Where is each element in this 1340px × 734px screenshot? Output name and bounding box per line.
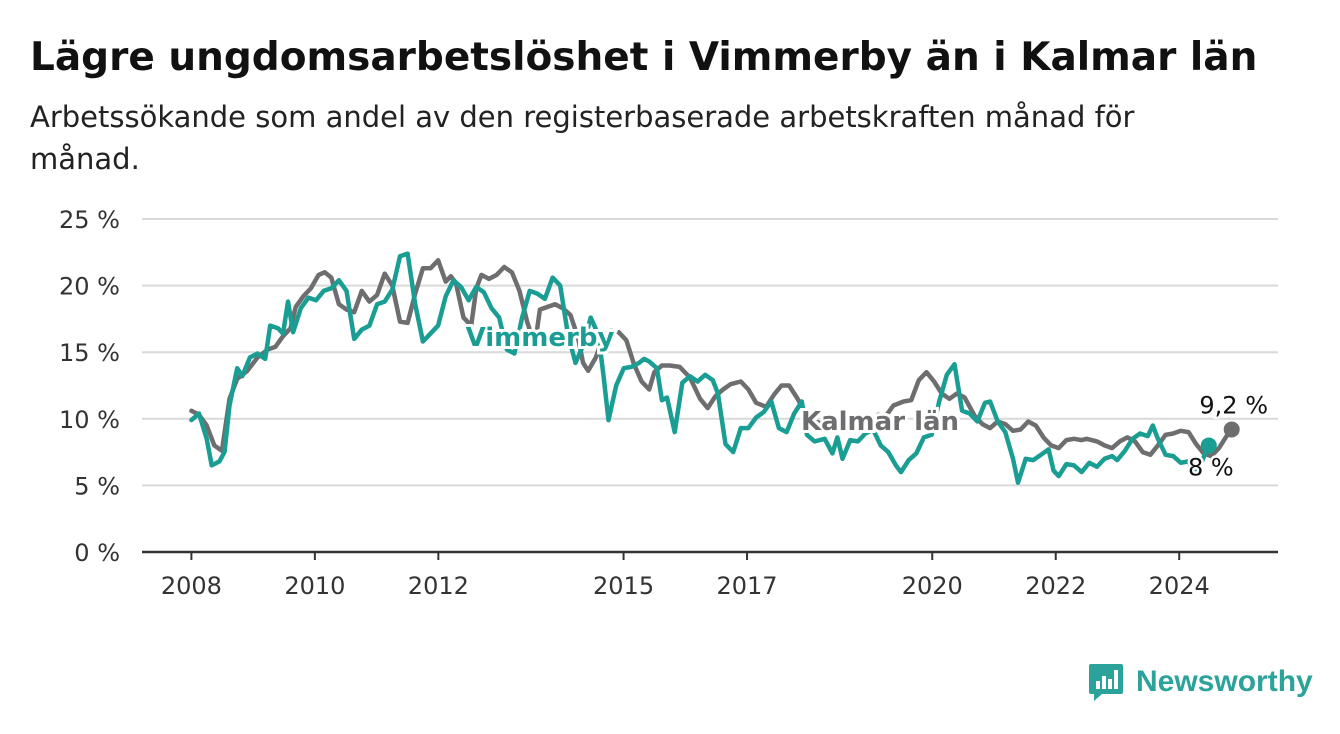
x-axis: 2008 2010 2012 2015 2017 2020 2022 2024 [142,550,1278,600]
y-tick-label: 5 % [74,472,120,500]
brand-name: Newsworthy [1136,665,1313,698]
series-label-vimmerby: Vimmerby [466,323,615,353]
chart-series [189,251,1240,485]
y-tick-label: 10 % [59,406,120,434]
gridlines [142,218,1278,487]
newsworthy-logo-icon [1089,664,1123,701]
end-point-kalmar-lan [1223,421,1240,438]
end-label-kalmar-lan: 9,2 % [1199,391,1268,419]
x-tick-label: 2008 [161,572,222,600]
x-tick-label: 2017 [717,572,778,600]
chart-title: Lägre ungdomsarbetslöshet i Vimmerby än … [30,35,1258,80]
chart-annotations: 9,2 % 8 % Vimmerby Kalmar län [463,320,1271,484]
y-tick-label: 20 % [59,273,120,301]
series-line-vimmerby [189,251,1212,485]
y-tick-label: 0 % [74,539,120,567]
x-tick-label: 2015 [593,572,654,600]
x-tick-label: 2012 [408,572,469,600]
x-tick-label: 2022 [1025,572,1086,600]
y-tick-label: 25 % [59,206,120,234]
series-label-kalmar-län: Kalmar län [801,407,959,437]
y-axis-tick-labels: 0 % 5 % 10 % 15 % 20 % 25 % [59,206,120,567]
end-label-vimmerby: 8 % [1188,453,1234,481]
chart-subtitle: Arbetssökande som andel av den registerb… [30,100,1135,176]
y-tick-label: 15 % [59,339,120,367]
brand-logo: Newsworthy [1088,660,1313,704]
x-tick-label: 2020 [902,572,963,600]
x-tick-label: 2024 [1149,572,1210,600]
x-tick-label: 2010 [284,572,345,600]
end-point-vimmerby [1200,437,1217,454]
